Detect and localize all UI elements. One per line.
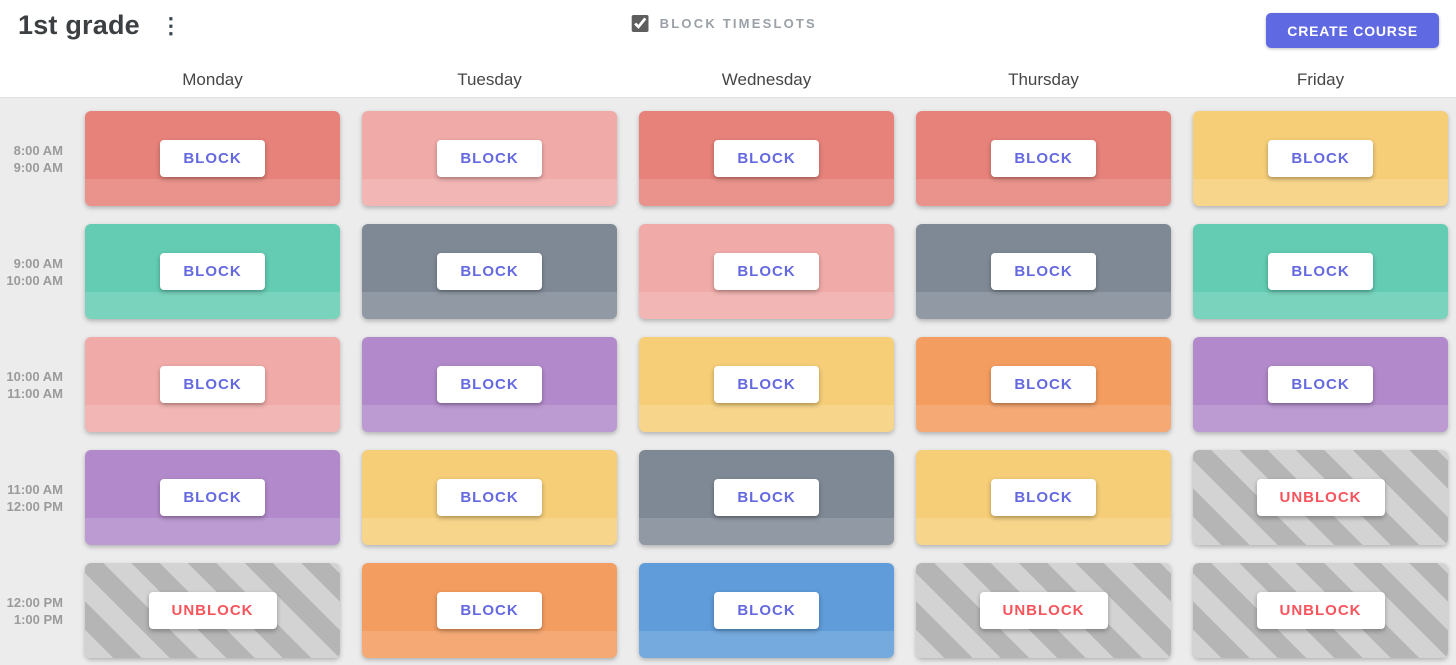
block-button[interactable]: BLOCK: [160, 140, 265, 177]
timeslot-cell: BLOCK: [639, 111, 894, 206]
day-header-thursday: Thursday: [1008, 70, 1079, 89]
header: 1st grade ⋮ BLOCK TIMESLOTS CREATE COURS…: [0, 0, 1456, 98]
day-header-monday: Monday: [182, 70, 243, 89]
timeslot-cell: BLOCK: [362, 224, 617, 319]
unblock-button[interactable]: UNBLOCK: [979, 592, 1108, 629]
timeslot-cell: BLOCK: [916, 450, 1171, 545]
timeslot-cell: BLOCK: [916, 224, 1171, 319]
block-button[interactable]: BLOCK: [437, 479, 542, 516]
timeslot-cell: BLOCK: [1193, 224, 1448, 319]
blocked-timeslot-cell: UNBLOCK: [85, 563, 340, 658]
day-header-row: Monday Tuesday Wednesday Thursday Friday: [0, 70, 1456, 90]
block-button[interactable]: BLOCK: [160, 253, 265, 290]
blocked-timeslot-cell: UNBLOCK: [1193, 450, 1448, 545]
create-course-button[interactable]: CREATE COURSE: [1266, 13, 1439, 48]
timeslot-cell: BLOCK: [916, 111, 1171, 206]
day-header-wednesday: Wednesday: [721, 70, 812, 89]
timeslot-cell: BLOCK: [362, 337, 617, 432]
timeslot-cell: BLOCK: [362, 563, 617, 658]
block-button[interactable]: BLOCK: [991, 140, 1096, 177]
timeslot-cell: BLOCK: [85, 224, 340, 319]
timeslot-cell: BLOCK: [1193, 337, 1448, 432]
block-button[interactable]: BLOCK: [437, 140, 542, 177]
block-button[interactable]: BLOCK: [437, 366, 542, 403]
block-button[interactable]: BLOCK: [714, 253, 819, 290]
time-label: 12:00 PM 1:00 PM: [6, 594, 63, 627]
timeslot-cell: BLOCK: [85, 450, 340, 545]
block-button[interactable]: BLOCK: [437, 592, 542, 629]
block-button[interactable]: BLOCK: [1268, 140, 1373, 177]
timeslot-cell: BLOCK: [85, 337, 340, 432]
block-button[interactable]: BLOCK: [160, 479, 265, 516]
timeslot-cell: BLOCK: [362, 111, 617, 206]
page-title: 1st grade: [18, 10, 140, 40]
timeslot-cell: BLOCK: [1193, 111, 1448, 206]
timeslot-cell: BLOCK: [639, 563, 894, 658]
unblock-button[interactable]: UNBLOCK: [148, 592, 277, 629]
block-timeslots-checkbox[interactable]: [631, 15, 649, 32]
block-button[interactable]: BLOCK: [714, 592, 819, 629]
block-timeslots-label: BLOCK TIMESLOTS: [659, 16, 817, 31]
blocked-timeslot-cell: UNBLOCK: [1193, 563, 1448, 658]
block-button[interactable]: BLOCK: [714, 140, 819, 177]
block-button[interactable]: BLOCK: [714, 479, 819, 516]
block-button[interactable]: BLOCK: [437, 253, 542, 290]
timeslot-cell: BLOCK: [639, 450, 894, 545]
day-header-friday: Friday: [1296, 70, 1345, 89]
time-label: 11:00 AM 12:00 PM: [6, 481, 63, 514]
time-label: 8:00 AM 9:00 AM: [13, 142, 63, 175]
timeslot-cell: BLOCK: [639, 337, 894, 432]
kebab-menu-icon[interactable]: ⋮: [159, 12, 182, 38]
block-button[interactable]: BLOCK: [1268, 366, 1373, 403]
day-header-tuesday: Tuesday: [457, 70, 522, 89]
timeslot-cell: BLOCK: [362, 450, 617, 545]
block-button[interactable]: BLOCK: [160, 366, 265, 403]
timeslot-cell: BLOCK: [85, 111, 340, 206]
schedule-grid: 8:00 AM 9:00 AM BLOCK BLOCK BLOCK BLOCK B…: [0, 111, 1456, 658]
block-button[interactable]: BLOCK: [1268, 253, 1373, 290]
time-label: 10:00 AM 11:00 AM: [6, 368, 63, 401]
block-button[interactable]: BLOCK: [714, 366, 819, 403]
block-button[interactable]: BLOCK: [991, 479, 1096, 516]
timeslot-cell: BLOCK: [639, 224, 894, 319]
blocked-timeslot-cell: UNBLOCK: [916, 563, 1171, 658]
timeslot-cell: BLOCK: [916, 337, 1171, 432]
block-button[interactable]: BLOCK: [991, 253, 1096, 290]
unblock-button[interactable]: UNBLOCK: [1256, 592, 1385, 629]
block-button[interactable]: BLOCK: [991, 366, 1096, 403]
time-label: 9:00 AM 10:00 AM: [6, 255, 63, 288]
unblock-button[interactable]: UNBLOCK: [1256, 479, 1385, 516]
